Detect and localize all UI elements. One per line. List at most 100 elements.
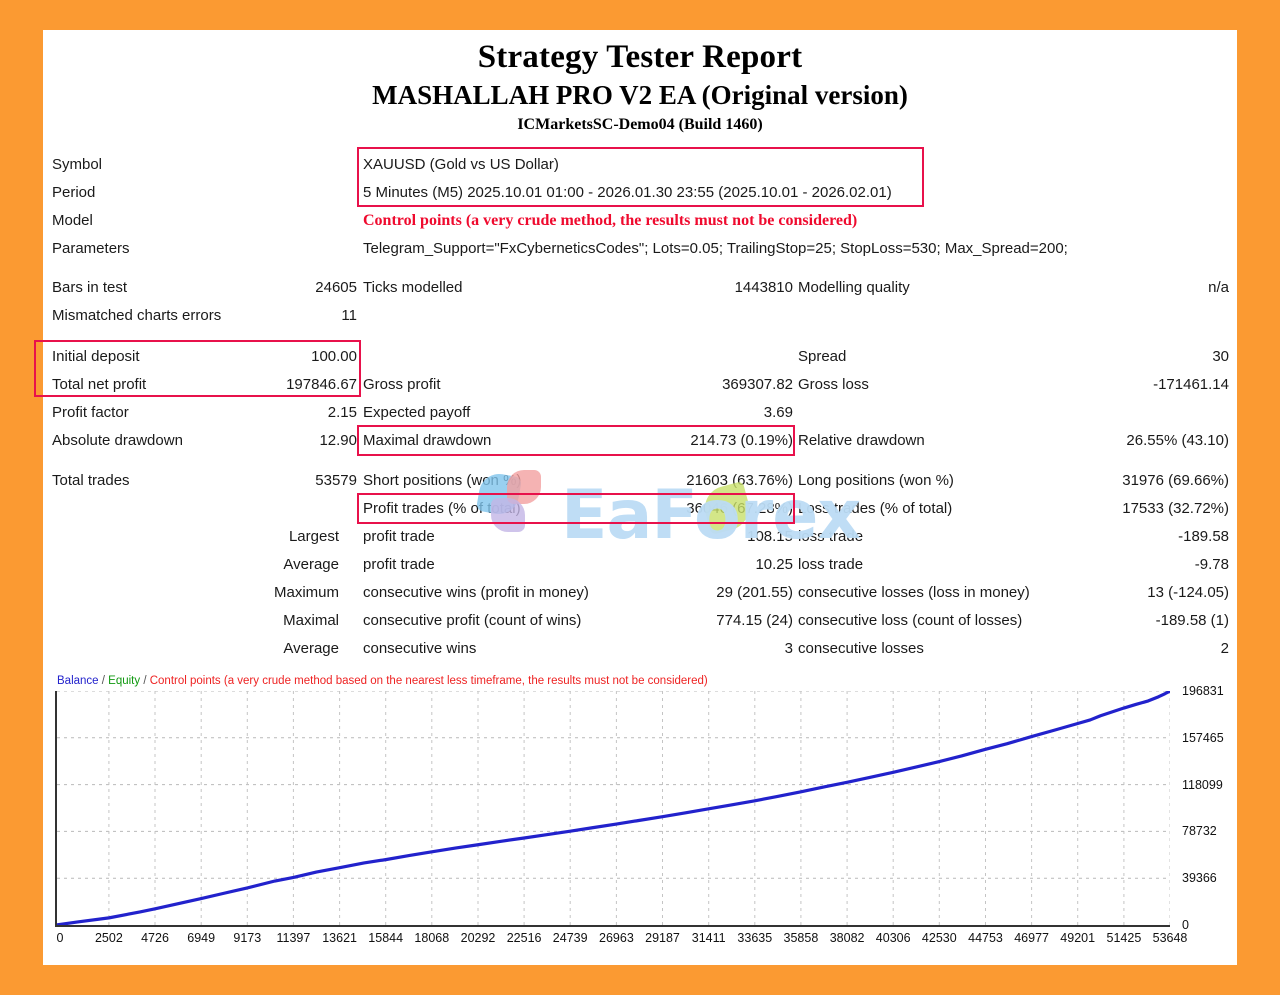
chart-x-axis: 0 2502 4726 6949 9173 11397 13621 15844 18068 202… — [52, 931, 1188, 951]
x-tick-label: 38082 — [829, 931, 865, 945]
mismatched-label: Mismatched charts errors — [52, 307, 222, 324]
profit-factor-value: 2.15 — [327, 404, 357, 421]
chart-y-axis: 0 39366 78732 118099 157465 196831 — [1174, 684, 1230, 937]
legend-equity: Equity — [108, 675, 141, 687]
profit-trades-label: Profit trades (% of total) — [363, 500, 521, 517]
largest-loss-trade-value: -189.58 — [1178, 528, 1229, 545]
row-largest: Largest profit trade 108.15 loss trade -… — [43, 523, 1237, 551]
x-tick-label: 18068 — [414, 931, 450, 945]
model-value: Control points (a very crude method, the… — [363, 212, 858, 229]
parameters-label: Parameters — [52, 240, 130, 257]
row-mismatched-charts-errors: Mismatched charts errors 11 — [43, 302, 1237, 330]
symbol-value: XAUUSD (Gold vs US Dollar) — [363, 156, 559, 173]
model-label: Model — [52, 212, 93, 229]
maximal-consecutive-loss-label: consecutive loss (count of losses) — [798, 612, 1023, 629]
maximal-consecutive-profit-label: consecutive profit (count of wins) — [363, 612, 582, 629]
x-tick-label: 44753 — [968, 931, 1003, 945]
x-tick-label: 51425 — [1106, 931, 1142, 945]
row-model: Model Control points (a very crude metho… — [43, 207, 1237, 235]
maximum-label: Maximum — [273, 584, 339, 601]
total-trades-value: 53579 — [315, 472, 357, 489]
row-initial-deposit: Initial deposit 100.00 Spread 30 — [43, 343, 1237, 371]
gross-profit-label: Gross profit — [363, 376, 441, 393]
parameters-value: Telegram_Support="FxCyberneticsCodes"; L… — [363, 240, 1068, 257]
row-parameters: Parameters Telegram_Support="FxCyberneti… — [43, 235, 1237, 263]
x-tick-label: 53648 — [1152, 931, 1188, 945]
ea-name-title: MASHALLAH PRO V2 EA (Original version) — [372, 80, 908, 110]
equity-chart: Balance / Equity / Control points (a ver… — [52, 675, 1228, 953]
x-tick-label: 9173 — [233, 931, 262, 945]
relative-drawdown-value: 26.55% (43.10) — [1126, 432, 1229, 449]
loss-trades-label: Loss trades (% of total) — [798, 500, 953, 517]
loss-trades-value: 17533 (32.72%) — [1122, 500, 1229, 517]
ticks-modelled-label: Ticks modelled — [363, 279, 463, 296]
x-tick-label: 26963 — [599, 931, 634, 945]
row-symbol: Symbol XAUUSD (Gold vs US Dollar) — [43, 151, 1237, 179]
total-net-profit-label: Total net profit — [52, 376, 147, 393]
period-label: Period — [52, 184, 96, 201]
x-tick-label: 22516 — [506, 931, 542, 945]
x-tick-label: 11397 — [276, 931, 311, 945]
x-tick-label: 35858 — [783, 931, 819, 945]
max-consecutive-losses-value: 13 (-124.05) — [1147, 584, 1229, 601]
max-consecutive-losses-label: consecutive losses (loss in money) — [798, 584, 1030, 601]
symbol-label: Symbol — [52, 156, 103, 173]
long-positions-label: Long positions (won %) — [798, 472, 954, 489]
row-average-consecutive: Average consecutive wins 3 consecutive l… — [43, 635, 1237, 663]
x-tick-label: 20292 — [460, 931, 496, 945]
chart-legend: Balance / Equity / Control points (a ver… — [57, 675, 708, 687]
x-tick-label: 46977 — [1014, 931, 1049, 945]
x-tick-label: 31411 — [691, 931, 726, 945]
chart-svg — [57, 691, 1170, 925]
row-maximum: Maximum consecutive wins (profit in mone… — [43, 579, 1237, 607]
y-tick-label: 118099 — [1182, 777, 1223, 792]
largest-profit-trade-value: 108.15 — [747, 528, 793, 545]
bars-in-test-label: Bars in test — [52, 279, 128, 296]
mismatched-value: 11 — [341, 307, 357, 324]
largest-profit-trade-label: profit trade — [363, 528, 435, 545]
row-total-trades: Total trades 53579 Short positions (won … — [43, 467, 1237, 495]
x-tick-label: 24739 — [552, 931, 588, 945]
maximal-consecutive-profit-value: 774.15 (24) — [716, 612, 793, 629]
row-profit-loss-trades: Profit trades (% of total) 36046 (67.28%… — [43, 495, 1237, 523]
y-tick-label: 0 — [1182, 918, 1189, 932]
average-loss-trade-value: -9.78 — [1194, 556, 1229, 573]
absolute-drawdown-label: Absolute drawdown — [52, 432, 183, 449]
spread-value: 30 — [1212, 348, 1229, 365]
gross-loss-value: -171461.14 — [1153, 376, 1229, 393]
period-value: 5 Minutes (M5) 2025.10.01 01:00 - 2026.0… — [363, 184, 892, 201]
row-maximal: Maximal consecutive profit (count of win… — [43, 607, 1237, 635]
initial-deposit-value: 100.00 — [311, 348, 357, 365]
modelling-quality-label: Modelling quality — [798, 279, 910, 296]
long-positions-value: 31976 (69.66%) — [1122, 472, 1229, 489]
x-tick-label: 4726 — [141, 931, 169, 945]
initial-deposit-label: Initial deposit — [52, 348, 140, 365]
row-bars-in-test: Bars in test 24605 Ticks modelled 144381… — [43, 274, 1237, 302]
legend-sep-2: / — [140, 675, 150, 687]
largest-label: Largest — [288, 528, 339, 545]
row-profit-factor: Profit factor 2.15 Expected payoff 3.69 — [43, 399, 1237, 427]
average2-label: Average — [283, 640, 339, 657]
expected-payoff-value: 3.69 — [763, 404, 793, 421]
avg-consecutive-wins-label: consecutive wins — [363, 640, 477, 657]
average-profit-trade-value: 10.25 — [755, 556, 793, 573]
report-page: Strategy Tester Report MASHALLAH PRO V2 … — [34, 30, 1237, 965]
total-trades-label: Total trades — [52, 472, 130, 489]
row-period: Period 5 Minutes (M5) 2025.10.01 01:00 -… — [43, 179, 1237, 207]
x-tick-label: 6949 — [187, 931, 216, 945]
x-tick-label: 15844 — [368, 931, 404, 945]
average-label: Average — [283, 556, 339, 573]
profit-factor-label: Profit factor — [52, 404, 129, 421]
modelling-quality-value: n/a — [1208, 279, 1229, 296]
largest-loss-trade-label: loss trade — [798, 528, 864, 545]
y-tick-label: 196831 — [1182, 684, 1224, 698]
x-tick-label: 0 — [56, 931, 64, 945]
maximal-drawdown-value: 214.73 (0.19%) — [690, 432, 793, 449]
average-profit-trade-label: profit trade — [363, 556, 435, 573]
y-tick-label: 78732 — [1182, 824, 1217, 839]
maximal-label: Maximal — [283, 612, 339, 629]
ticks-modelled-value: 1443810 — [734, 279, 793, 296]
profit-trades-value: 36046 (67.28%) — [686, 500, 793, 517]
spread-label: Spread — [798, 348, 847, 365]
legend-balance: Balance — [57, 675, 99, 687]
